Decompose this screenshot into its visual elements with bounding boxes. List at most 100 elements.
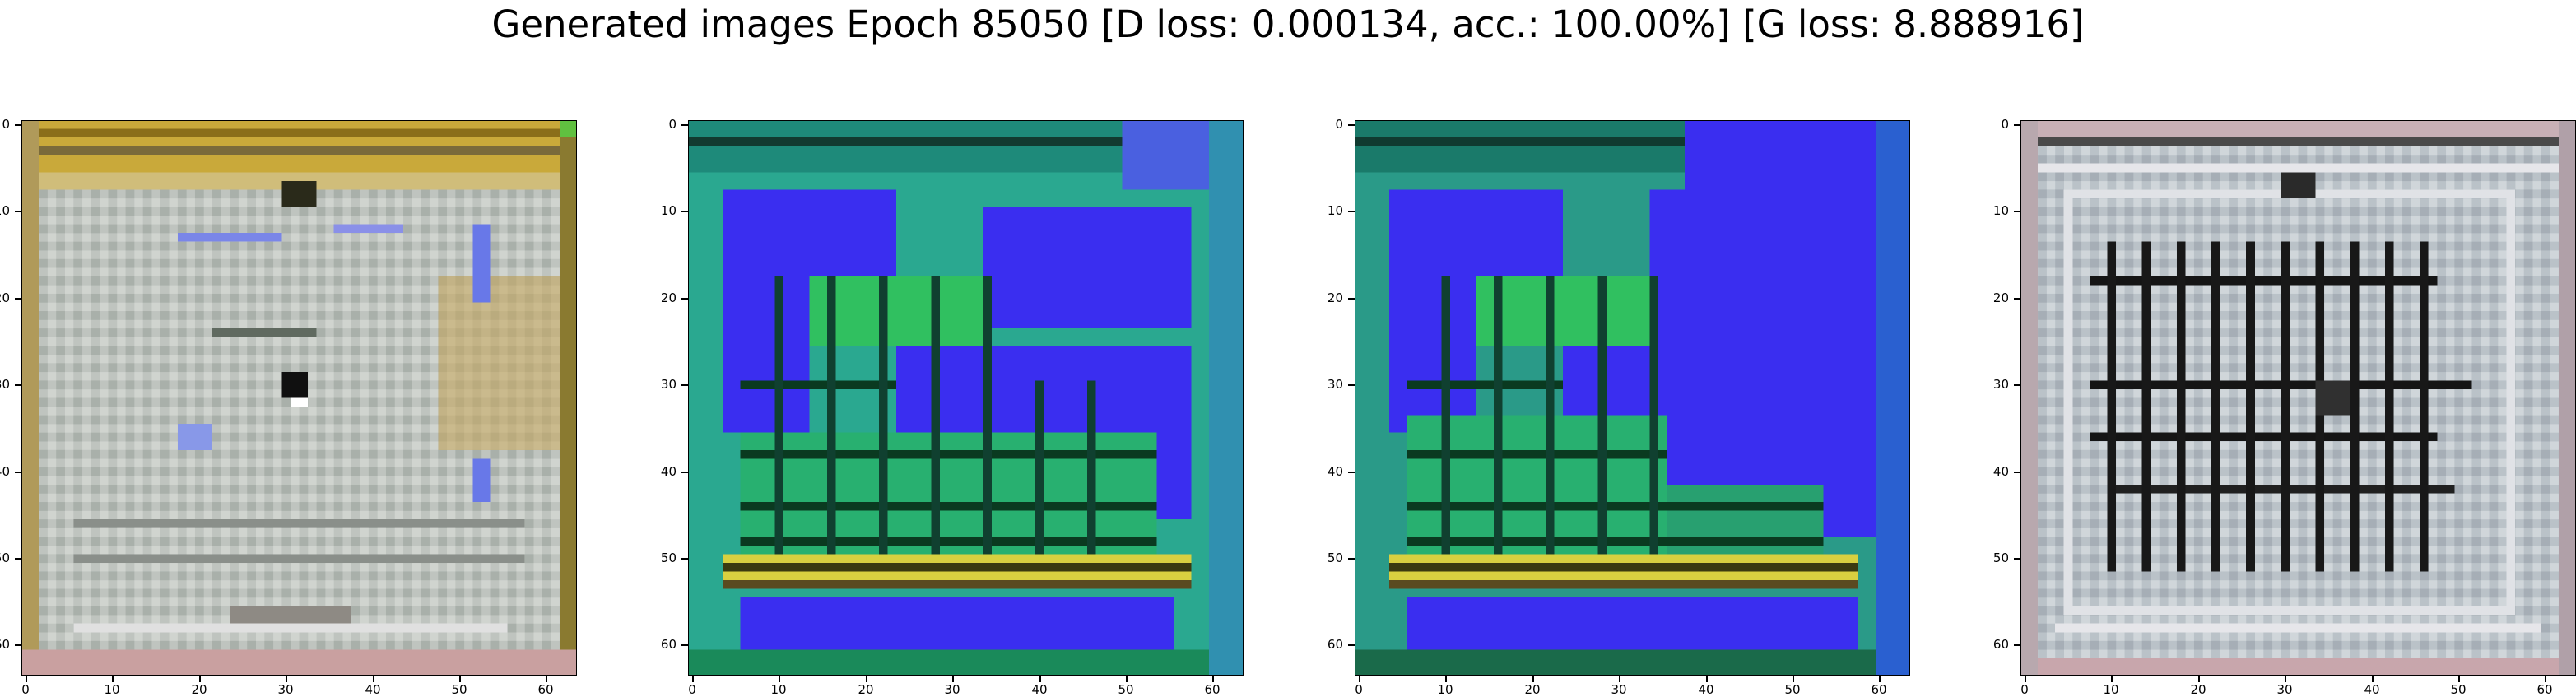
x-tick-mark [373, 676, 374, 682]
x-tick-label: 20 [858, 683, 873, 696]
x-tick-mark [866, 676, 867, 682]
y-tick-mark [2014, 472, 2020, 473]
x-tick-label: 20 [191, 683, 207, 696]
x-tick-label: 50 [1118, 683, 1133, 696]
y-tick-label: 30 [661, 378, 677, 391]
y-tick-mark [2014, 124, 2020, 126]
y-tick-mark [15, 298, 21, 300]
x-tick-mark [2025, 676, 2026, 682]
x-tick-label: 60 [1204, 683, 1220, 696]
x-tick-label: 50 [1784, 683, 1800, 696]
y-tick-label: 60 [1328, 638, 1343, 651]
x-tick-label: 10 [770, 683, 786, 696]
y-tick-mark [1348, 472, 1355, 473]
x-tick-mark [2111, 676, 2113, 682]
x-tick-mark [2285, 676, 2286, 682]
x-tick-label: 10 [2103, 683, 2118, 696]
x-tick-label: 60 [1871, 683, 1886, 696]
y-tick-mark [15, 472, 21, 473]
x-tick-label: 30 [1611, 683, 1626, 696]
x-tick-label: 40 [1031, 683, 1047, 696]
y-tick-mark [681, 644, 688, 646]
y-tick-label: 0 [2001, 118, 2009, 131]
y-tick-mark [15, 211, 21, 212]
y-tick-label: 50 [1993, 551, 2009, 565]
x-tick-mark [459, 676, 461, 682]
axes-frame [1355, 120, 1910, 676]
x-tick-label: 40 [1698, 683, 1713, 696]
y-tick-label: 40 [0, 465, 10, 478]
y-tick-mark [1348, 124, 1355, 126]
x-tick-mark [1126, 676, 1128, 682]
x-tick-label: 30 [277, 683, 293, 696]
y-tick-label: 20 [0, 291, 10, 304]
y-tick-label: 10 [1993, 204, 2009, 217]
x-tick-mark [2458, 676, 2460, 682]
x-tick-mark [1879, 676, 1881, 682]
x-tick-label: 20 [2190, 683, 2206, 696]
y-tick-label: 40 [1993, 465, 2009, 478]
y-tick-mark [2014, 384, 2020, 386]
x-tick-label: 30 [2276, 683, 2292, 696]
image-panel-1: 0 10 20 30 40 50 60 0 10 20 30 40 50 60 [21, 120, 577, 676]
x-tick-mark [779, 676, 780, 682]
x-tick-mark [1359, 676, 1360, 682]
x-tick-mark [26, 676, 27, 682]
y-tick-label: 40 [661, 465, 677, 478]
x-tick-label: 40 [2364, 683, 2379, 696]
y-tick-mark [15, 644, 21, 646]
x-tick-label: 50 [2450, 683, 2466, 696]
axes-frame [21, 120, 577, 676]
y-tick-mark [1348, 298, 1355, 300]
y-tick-label: 0 [1335, 118, 1343, 131]
y-tick-label: 50 [661, 551, 677, 565]
x-tick-mark [1212, 676, 1214, 682]
x-tick-mark [692, 676, 694, 682]
x-tick-label: 10 [104, 683, 119, 696]
y-tick-mark [1348, 644, 1355, 646]
y-tick-mark [681, 472, 688, 473]
y-tick-mark [1348, 211, 1355, 212]
x-tick-label: 50 [451, 683, 467, 696]
x-tick-mark [1039, 676, 1041, 682]
y-tick-mark [15, 384, 21, 386]
x-tick-mark [286, 676, 287, 682]
y-tick-label: 20 [1328, 291, 1343, 304]
x-tick-label: 0 [2020, 683, 2029, 696]
x-tick-mark [546, 676, 547, 682]
x-tick-mark [1532, 676, 1534, 682]
image-panel-4: 0 10 20 30 40 50 60 0 10 20 30 40 50 60 [2020, 120, 2576, 676]
y-tick-label: 30 [0, 378, 10, 391]
y-tick-mark [681, 298, 688, 300]
figure-title: Generated images Epoch 85050 [D loss: 0.… [0, 0, 2576, 49]
y-tick-label: 60 [0, 638, 10, 651]
y-tick-label: 0 [668, 118, 677, 131]
y-tick-mark [15, 124, 21, 126]
x-tick-mark [2545, 676, 2546, 682]
image-panel-2: 0 10 20 30 40 50 60 0 10 20 30 40 50 60 [688, 120, 1244, 676]
x-tick-label: 0 [1355, 683, 1363, 696]
y-tick-mark [681, 558, 688, 560]
y-tick-label: 0 [2, 118, 10, 131]
y-tick-label: 60 [661, 638, 677, 651]
x-tick-mark [952, 676, 954, 682]
x-tick-label: 0 [688, 683, 696, 696]
x-tick-label: 60 [2536, 683, 2552, 696]
y-tick-label: 10 [661, 204, 677, 217]
y-tick-label: 60 [1993, 638, 2009, 651]
x-tick-label: 60 [537, 683, 553, 696]
y-tick-mark [2014, 558, 2020, 560]
x-tick-mark [199, 676, 201, 682]
y-tick-label: 10 [1328, 204, 1343, 217]
x-tick-label: 20 [1524, 683, 1540, 696]
y-tick-label: 10 [0, 204, 10, 217]
y-tick-label: 20 [1993, 291, 2009, 304]
y-tick-mark [2014, 211, 2020, 212]
x-tick-mark [2372, 676, 2374, 682]
image-panel-3: 0 10 20 30 40 50 60 0 10 20 30 40 50 60 [1355, 120, 1910, 676]
y-tick-mark [1348, 384, 1355, 386]
y-tick-label: 30 [1993, 378, 2009, 391]
y-tick-mark [681, 384, 688, 386]
y-tick-label: 20 [661, 291, 677, 304]
y-tick-label: 50 [0, 551, 10, 565]
